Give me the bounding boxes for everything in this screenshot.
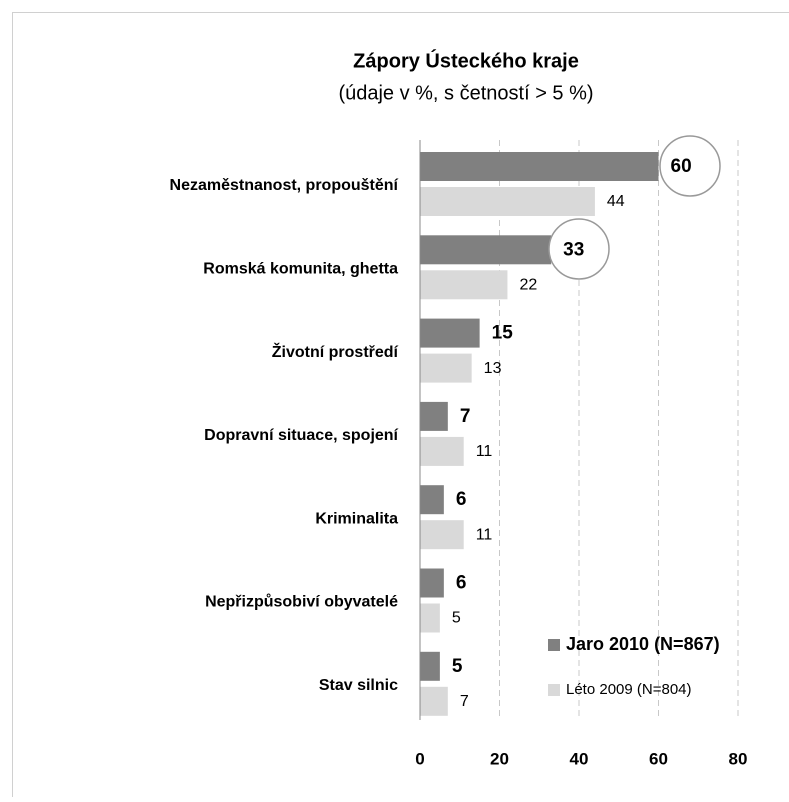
y-tick-label: Životní prostředí <box>272 342 399 361</box>
bar <box>420 354 472 383</box>
data-label: 5 <box>452 656 463 677</box>
data-label: 13 <box>484 360 502 377</box>
data-label: 22 <box>519 277 537 294</box>
bar <box>420 402 448 431</box>
x-tick-label: 40 <box>570 749 589 768</box>
bar <box>420 235 551 264</box>
frame <box>13 13 789 798</box>
data-label: 6 <box>456 489 467 510</box>
bar <box>420 187 595 216</box>
data-label: 6 <box>456 573 467 594</box>
x-tick-label: 20 <box>490 749 509 768</box>
bar <box>420 569 444 598</box>
bar <box>420 652 440 681</box>
legend-label: Jaro 2010 (N=867) <box>566 634 720 654</box>
bar <box>420 319 480 348</box>
x-tick-label: 80 <box>729 749 748 768</box>
data-label: 60 <box>671 156 692 177</box>
legend-swatch <box>548 684 560 696</box>
data-label: 33 <box>563 239 584 260</box>
y-tick-label: Stav silnic <box>319 677 398 694</box>
data-label: 11 <box>476 443 493 460</box>
y-tick-label: Nepřizpůsobiví obyvatelé <box>205 594 398 611</box>
data-label: 5 <box>452 610 461 627</box>
bar <box>420 270 507 299</box>
y-tick-label: Romská komunita, ghetta <box>203 261 398 278</box>
legend-label: Léto 2009 (N=804) <box>566 681 692 698</box>
x-tick-label: 0 <box>415 749 424 768</box>
data-label: 44 <box>607 193 625 210</box>
bar <box>420 437 464 466</box>
data-label: 7 <box>460 406 471 427</box>
chart-title: Zápory Ústeckého kraje <box>353 48 579 72</box>
bar <box>420 520 464 549</box>
data-label: 15 <box>492 323 514 344</box>
y-tick-label: Kriminalita <box>315 510 398 527</box>
legend-swatch <box>548 639 560 651</box>
bar <box>420 152 659 181</box>
bar <box>420 604 440 633</box>
y-tick-label: Dopravní situace, spojení <box>204 427 398 444</box>
data-label: 11 <box>476 526 493 543</box>
data-label: 7 <box>460 693 469 710</box>
bar <box>420 687 448 716</box>
y-tick-label: Nezaměstnanost, propouštění <box>170 177 399 194</box>
chart-subtitle: (údaje v %, s četností > 5 %) <box>338 82 593 104</box>
x-tick-label: 60 <box>649 749 668 768</box>
bar <box>420 485 444 514</box>
